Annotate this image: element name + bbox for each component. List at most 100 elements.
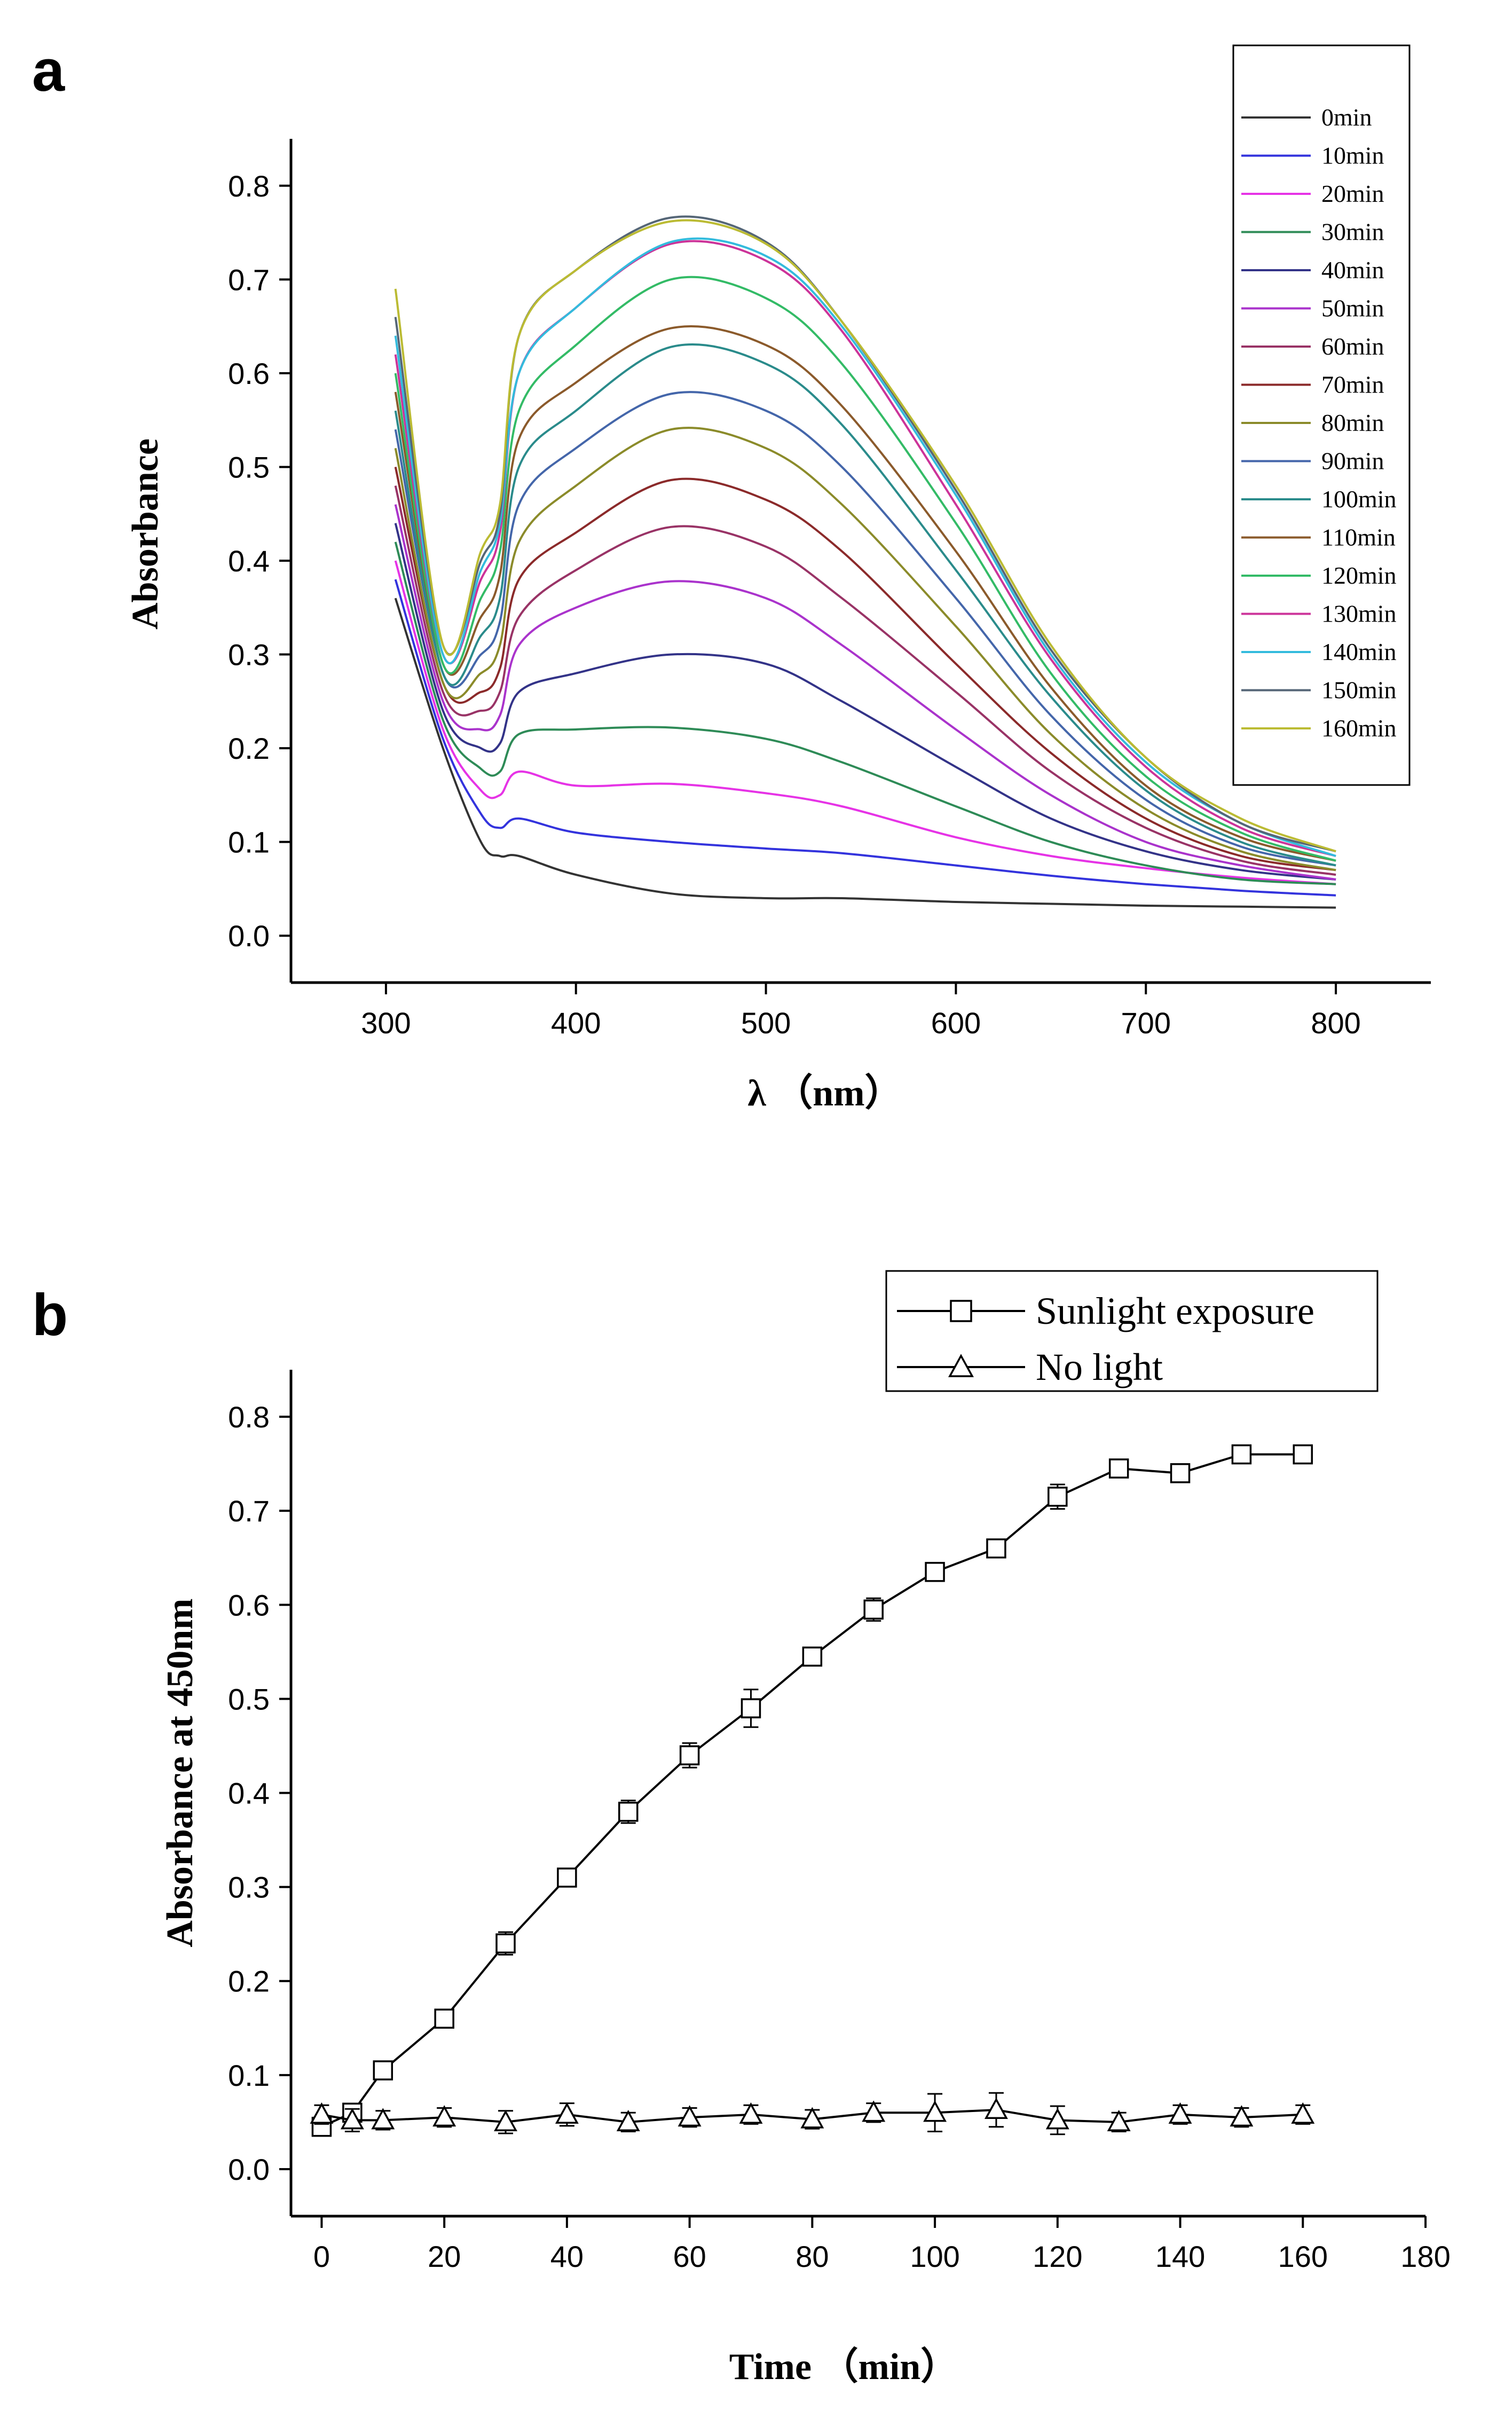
panel-a-legend-label: 20min bbox=[1321, 180, 1384, 207]
panel-b-series-line bbox=[321, 2108, 1303, 2123]
panel-a-legend-label: 70min bbox=[1321, 371, 1384, 398]
panel-b-data-point bbox=[1108, 1458, 1129, 1479]
a-y-tick-label: 0.6 bbox=[228, 357, 270, 390]
panel-b-data-point bbox=[616, 2109, 640, 2131]
panel-b-data-point bbox=[310, 2102, 334, 2124]
panel-b-data-point bbox=[434, 2008, 454, 2029]
panel-a-legend-label: 160min bbox=[1321, 715, 1397, 742]
a-x-tick-label: 600 bbox=[931, 1006, 981, 1040]
b-y-tick-label: 0.4 bbox=[228, 1777, 270, 1810]
panel-a-series-50min bbox=[394, 504, 1336, 881]
panel-b-data-point bbox=[555, 2102, 579, 2124]
panel-a-legend-label: 100min bbox=[1321, 485, 1397, 513]
panel-b-series-line bbox=[321, 1453, 1303, 2128]
panel-b-data-point bbox=[741, 1698, 761, 1718]
panel-b-data-point bbox=[862, 2100, 886, 2122]
panel-b-y-axis-title: Absorbance at 450nm bbox=[160, 1598, 201, 1947]
panel-a-letter: a bbox=[32, 38, 65, 104]
panel-b: b 0.0 0.1 0.2 0.3 0.4 0.5 0.6 0.7 0.8 0 20 40 60 80 1… bbox=[32, 1270, 1451, 2388]
panel-a-series-140min bbox=[394, 237, 1336, 857]
panel-b-data-point bbox=[1293, 1444, 1313, 1465]
b-y-tick-label: 0.1 bbox=[228, 2059, 270, 2092]
panel-b-data-point bbox=[802, 1646, 823, 1667]
panel-b-data-point bbox=[800, 2107, 824, 2129]
panel-a-y-axis-title: Absorbance bbox=[125, 438, 166, 630]
a-y-tick-label: 0.0 bbox=[228, 919, 270, 953]
panel-b-data-point bbox=[371, 2108, 395, 2130]
panel-a-legend-label: 10min bbox=[1321, 142, 1384, 169]
panel-b-data-point bbox=[1045, 2108, 1069, 2130]
panel-a-x-axis-title: λ （nm） bbox=[747, 1072, 902, 1114]
panel-b-data-point bbox=[494, 2109, 517, 2131]
a-y-tick-label: 0.3 bbox=[228, 638, 270, 672]
b-x-tick-label: 180 bbox=[1400, 2240, 1450, 2273]
panel-b-data-point bbox=[1168, 2102, 1192, 2124]
panel-b-legend-label: No light bbox=[1036, 1346, 1163, 1388]
a-x-tick-label: 800 bbox=[1311, 1006, 1360, 1040]
panel-b-series-sunlight bbox=[311, 1444, 1313, 2137]
b-y-tick-label: 0.7 bbox=[228, 1494, 270, 1528]
panel-b-data-point bbox=[984, 2098, 1008, 2119]
panel-b-data-point bbox=[923, 2100, 947, 2122]
panel-b-data-point bbox=[1048, 1487, 1068, 1507]
a-y-tick-label: 0.8 bbox=[228, 169, 270, 203]
panel-a-series-70min bbox=[394, 466, 1336, 872]
panel-b-data-point bbox=[373, 2060, 393, 2081]
panel-b-data-point bbox=[1170, 1463, 1191, 1483]
panel-a-legend bbox=[1232, 44, 1411, 786]
b-y-tick-label: 0.3 bbox=[228, 1871, 270, 1904]
panel-a-legend-label: 50min bbox=[1321, 295, 1384, 322]
b-x-tick-label: 20 bbox=[428, 2240, 461, 2273]
panel-a-legend-label: 110min bbox=[1321, 524, 1396, 551]
panel-a-series-30min bbox=[394, 541, 1336, 885]
panel-b-data-point bbox=[557, 1867, 577, 1888]
panel-a-series-20min bbox=[394, 560, 1336, 885]
panel-a-legend-label: 30min bbox=[1321, 218, 1384, 246]
panel-b-legend-marker bbox=[950, 1300, 972, 1322]
b-x-tick-label: 100 bbox=[910, 2240, 959, 2273]
a-y-tick-label: 0.5 bbox=[228, 450, 270, 484]
panel-a-series-160min bbox=[394, 219, 1336, 853]
panel-a-legend-label: 90min bbox=[1321, 448, 1384, 475]
panel-a-series-60min bbox=[394, 485, 1336, 876]
panel-a-series-0min bbox=[394, 598, 1336, 909]
panel-b-data-point bbox=[1291, 2102, 1315, 2124]
a-x-tick-label: 700 bbox=[1121, 1006, 1171, 1040]
b-y-tick-label: 0.5 bbox=[228, 1682, 270, 1716]
panel-a-series-80min bbox=[394, 427, 1336, 872]
b-x-tick-label: 80 bbox=[796, 2240, 829, 2273]
a-x-tick-label: 500 bbox=[741, 1006, 791, 1040]
b-x-tick-label: 160 bbox=[1278, 2240, 1328, 2273]
a-y-tick-label: 0.7 bbox=[228, 263, 270, 296]
panel-a-legend-label: 140min bbox=[1321, 638, 1397, 665]
b-x-tick-label: 60 bbox=[673, 2240, 706, 2273]
b-x-tick-label: 140 bbox=[1155, 2240, 1205, 2273]
b-y-tick-label: 0.2 bbox=[228, 1965, 270, 1998]
a-y-tick-label: 0.2 bbox=[228, 732, 270, 765]
panel-b-data-point bbox=[432, 2105, 456, 2127]
panel-b-data-point bbox=[618, 1801, 639, 1822]
panel-a-legend-label: 150min bbox=[1321, 677, 1397, 704]
b-x-tick-label: 40 bbox=[550, 2240, 584, 2273]
panel-b-data-point bbox=[1107, 2109, 1131, 2131]
panel-b-letter: b bbox=[32, 1282, 68, 1348]
panel-b-data-point bbox=[678, 2105, 702, 2127]
panel-a-legend-label: 60min bbox=[1321, 333, 1384, 360]
b-y-tick-label: 0.6 bbox=[228, 1588, 270, 1622]
panel-b-data-point bbox=[986, 1538, 1006, 1559]
panel-a-legend-label: 80min bbox=[1321, 409, 1384, 436]
panel-b-data-point bbox=[1231, 1444, 1252, 1465]
panel-b-data-point bbox=[739, 2102, 763, 2124]
panel-b-data-point bbox=[679, 1745, 700, 1765]
panel-a: a 0.0 0.1 0.2 0.3 0.4 0.5 0.6 0.7 0.8 300 400 500 6… bbox=[32, 38, 1431, 1114]
panel-b-legend-marker bbox=[948, 1354, 974, 1377]
panel-b-data-point bbox=[495, 1933, 516, 1954]
panel-a-series-90min bbox=[394, 391, 1336, 867]
panel-a-series-100min bbox=[394, 343, 1336, 867]
panel-b-series-no-light bbox=[310, 2092, 1315, 2136]
panel-a-series-150min bbox=[394, 215, 1336, 853]
b-x-tick-label: 0 bbox=[313, 2240, 330, 2273]
panel-b-x-axis-title: Time （min） bbox=[729, 2346, 958, 2388]
panel-a-series-110min bbox=[394, 325, 1336, 862]
b-y-tick-label: 0.8 bbox=[228, 1400, 270, 1434]
